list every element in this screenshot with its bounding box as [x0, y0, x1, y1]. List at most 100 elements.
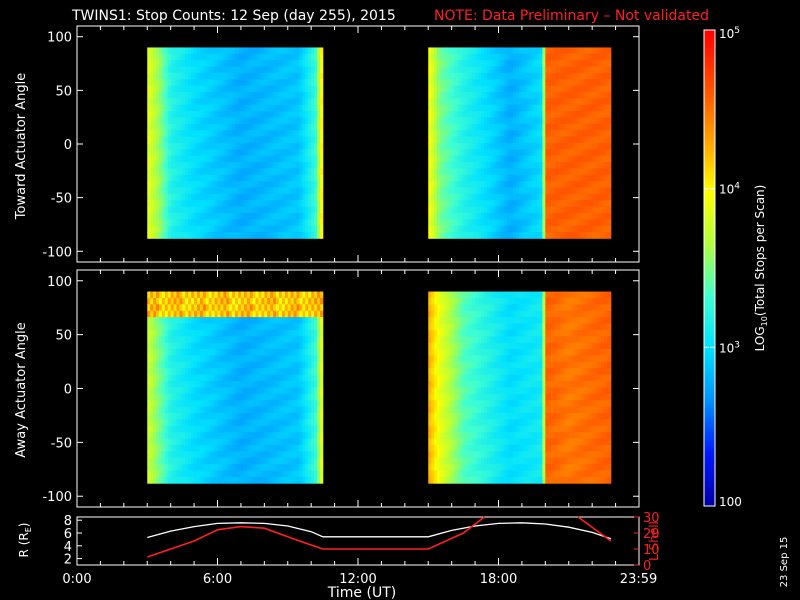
heatmap-cell	[498, 187, 502, 195]
heatmap-cell	[273, 136, 277, 144]
heatmap-cell	[158, 444, 163, 452]
heatmap-cell	[276, 193, 280, 201]
heatmap-cell	[475, 79, 479, 87]
heatmap-cell	[246, 193, 251, 201]
heatmap-cell	[478, 219, 482, 227]
heatmap-cell	[240, 232, 245, 239]
heatmap-cell	[202, 212, 207, 220]
heatmap-cell	[565, 149, 570, 157]
heatmap-cell	[603, 187, 608, 195]
heatmap-cell	[475, 200, 479, 207]
heatmap-cell	[194, 212, 198, 220]
heatmap-cell	[516, 66, 520, 74]
heatmap-cell	[202, 219, 207, 227]
heatmap-cell	[205, 393, 210, 401]
heatmap-cell	[243, 297, 248, 305]
heatmap-cell	[568, 47, 573, 55]
heatmap-cell	[434, 72, 438, 80]
heatmap-cell	[237, 92, 242, 99]
heatmap-cell	[240, 219, 245, 227]
heatmap-cell	[521, 155, 526, 163]
heatmap-cell	[264, 291, 268, 299]
heatmap-cell	[179, 104, 183, 112]
heatmap-cell	[170, 464, 174, 471]
heatmap-cell	[229, 162, 233, 169]
heatmap-cell	[475, 98, 479, 106]
heatmap-cell	[314, 200, 318, 207]
heatmap-cell	[504, 187, 508, 195]
heatmap-cell	[495, 72, 499, 80]
heatmap-cell	[548, 123, 552, 131]
heatmap-cell	[202, 200, 207, 207]
heatmap-cell	[592, 79, 596, 87]
heatmap-cell	[463, 232, 467, 239]
heatmap-cell	[305, 85, 309, 93]
heatmap-cell	[583, 142, 587, 150]
heatmap-cell	[545, 104, 549, 112]
heatmap-cell	[603, 162, 608, 169]
heatmap-cell	[521, 225, 526, 233]
heatmap-cell	[167, 464, 172, 471]
heatmap-cell	[264, 72, 268, 80]
heatmap-cell	[179, 66, 183, 74]
heatmap-cell	[170, 368, 174, 376]
heatmap-cell	[258, 123, 262, 131]
heatmap-cell	[565, 181, 570, 188]
heatmap-cell	[457, 47, 461, 55]
heatmap-cell	[194, 123, 198, 131]
heatmap-cell	[235, 304, 239, 312]
heatmap-cell	[243, 425, 248, 433]
heatmap-cell	[223, 349, 227, 356]
heatmap-cell	[460, 181, 464, 188]
heatmap-cell	[156, 155, 160, 163]
heatmap-cell	[261, 381, 265, 388]
heatmap-cell	[264, 355, 268, 363]
heatmap-cell	[460, 85, 464, 93]
heatmap-cell	[235, 297, 239, 305]
heatmap-cell	[261, 47, 265, 55]
heatmap-cell	[545, 136, 549, 144]
heatmap-cell	[445, 181, 450, 188]
heatmap-cell	[229, 438, 233, 446]
heatmap-cell	[533, 149, 537, 157]
heatmap-cell	[460, 225, 464, 233]
heatmap-cell	[226, 232, 230, 239]
heatmap-cell	[220, 232, 224, 239]
heatmap-cell	[202, 206, 207, 214]
heatmap-cell	[475, 219, 479, 227]
heatmap-cell	[164, 79, 169, 87]
heatmap-cell	[267, 117, 271, 125]
heatmap-cell	[179, 412, 183, 420]
heatmap-cell	[293, 181, 297, 188]
heatmap-cell	[161, 142, 166, 150]
heatmap-cell	[501, 142, 505, 150]
heatmap-cell	[551, 162, 555, 169]
heatmap-cell	[583, 149, 587, 157]
heatmap-cell	[557, 174, 561, 182]
heatmap-cell	[284, 212, 289, 220]
heatmap-cell	[232, 225, 236, 233]
heatmap-cell	[179, 206, 183, 214]
heatmap-cell	[188, 393, 192, 401]
heatmap-cell	[276, 92, 280, 99]
heatmap-cell	[442, 162, 447, 169]
heatmap-cell	[454, 136, 458, 144]
heatmap-cell	[249, 117, 254, 125]
heatmap-cell	[589, 219, 593, 227]
heatmap-cell	[498, 136, 502, 144]
heatmap-cell	[252, 451, 256, 459]
heatmap-cell	[182, 92, 186, 99]
heatmap-cell	[258, 174, 262, 182]
heatmap-cell	[202, 451, 207, 459]
heatmap-cell	[486, 225, 491, 233]
heatmap-cell	[434, 174, 438, 182]
heatmap-cell	[237, 149, 242, 157]
heatmap-cell	[176, 412, 180, 420]
heatmap-cell	[480, 72, 485, 80]
heatmap-cell	[270, 187, 274, 195]
heatmap-cell	[147, 400, 151, 407]
heatmap-cell	[603, 104, 608, 112]
heatmap-cell	[252, 419, 256, 427]
heatmap-cell	[182, 85, 186, 93]
heatmap-cell	[249, 104, 254, 112]
